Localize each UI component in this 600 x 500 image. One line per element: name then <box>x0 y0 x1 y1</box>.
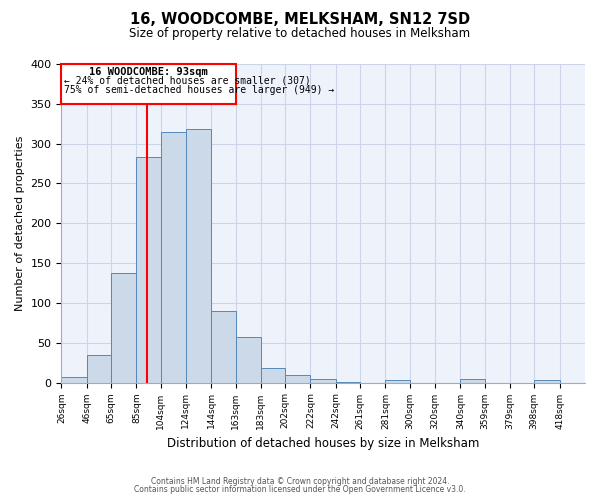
Bar <box>61 377 87 382</box>
Text: ← 24% of detached houses are smaller (307): ← 24% of detached houses are smaller (30… <box>64 76 311 86</box>
Bar <box>186 130 211 382</box>
X-axis label: Distribution of detached houses by size in Melksham: Distribution of detached houses by size … <box>167 437 479 450</box>
Bar <box>136 157 161 382</box>
Bar <box>111 272 136 382</box>
Text: Size of property relative to detached houses in Melksham: Size of property relative to detached ho… <box>130 28 470 40</box>
Bar <box>285 374 310 382</box>
Bar <box>310 380 336 382</box>
Y-axis label: Number of detached properties: Number of detached properties <box>15 136 25 311</box>
Bar <box>261 368 285 382</box>
FancyBboxPatch shape <box>61 64 236 104</box>
Text: Contains public sector information licensed under the Open Government Licence v3: Contains public sector information licen… <box>134 484 466 494</box>
Bar <box>460 380 485 382</box>
Text: 16, WOODCOMBE, MELKSHAM, SN12 7SD: 16, WOODCOMBE, MELKSHAM, SN12 7SD <box>130 12 470 28</box>
Text: 16 WOODCOMBE: 93sqm: 16 WOODCOMBE: 93sqm <box>89 67 208 77</box>
Bar <box>385 380 410 382</box>
Bar <box>236 337 261 382</box>
Bar <box>87 354 111 382</box>
Text: Contains HM Land Registry data © Crown copyright and database right 2024.: Contains HM Land Registry data © Crown c… <box>151 477 449 486</box>
Text: 75% of semi-detached houses are larger (949) →: 75% of semi-detached houses are larger (… <box>64 84 334 94</box>
Bar <box>534 380 560 382</box>
Bar <box>211 311 236 382</box>
Bar <box>161 132 186 382</box>
